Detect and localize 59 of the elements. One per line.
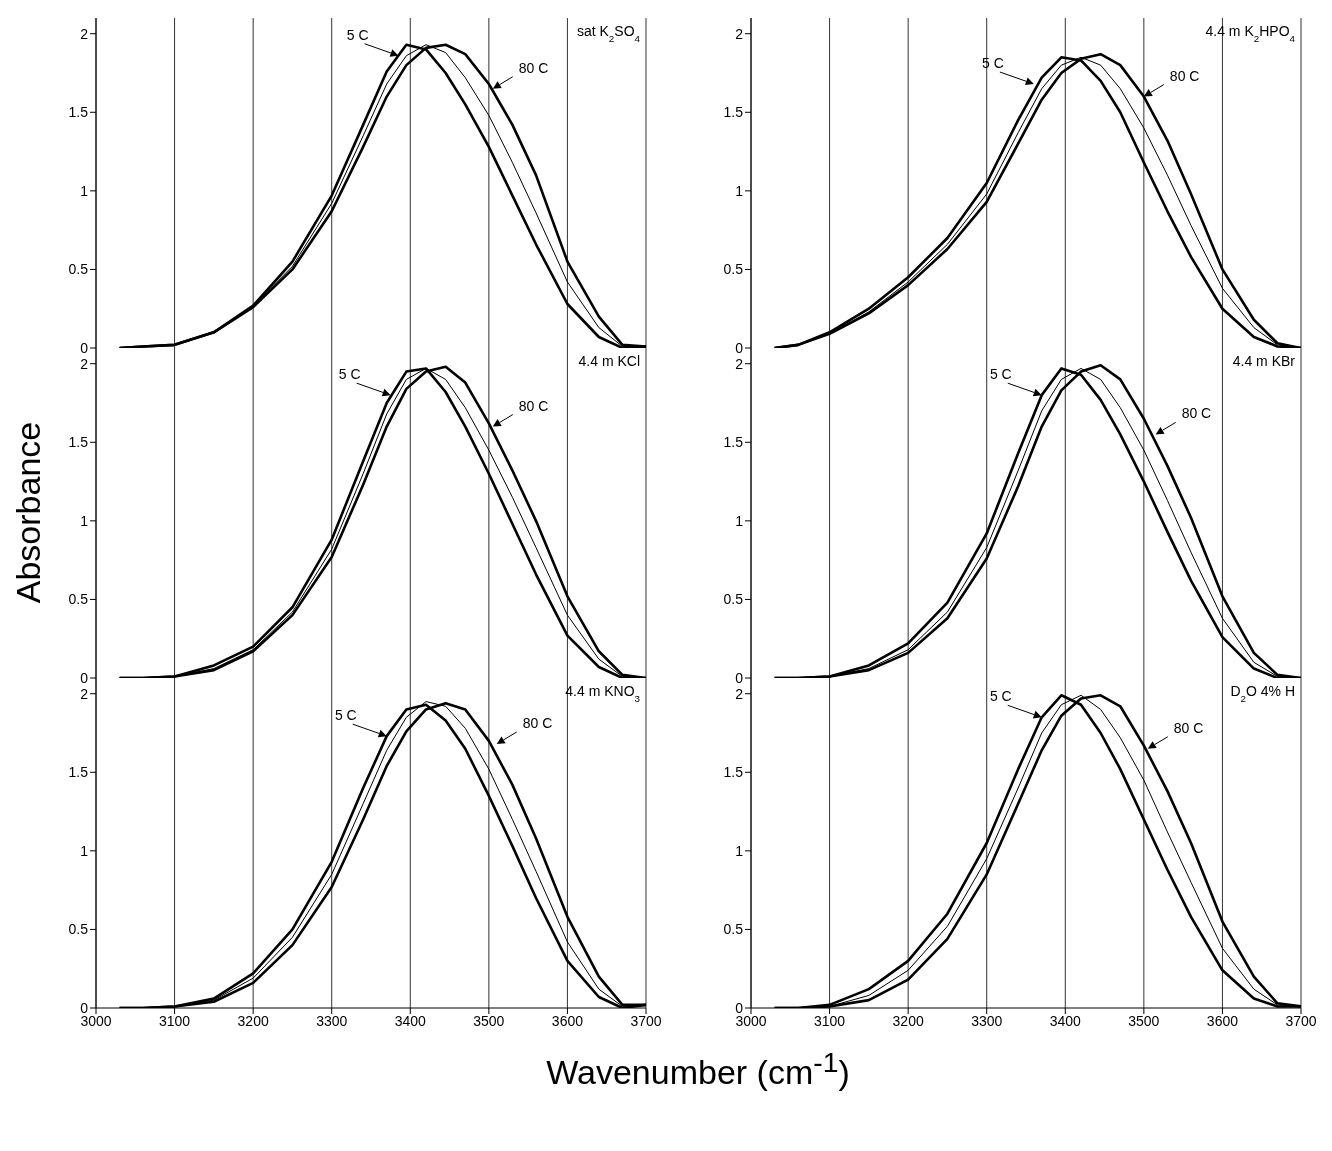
x-tick-label: 3400: [394, 1012, 427, 1029]
x-tick-label: 3500: [473, 1012, 505, 1029]
y-tick-label: 0.5: [723, 921, 744, 938]
annotation: 4.4 m KBr: [1232, 353, 1296, 369]
y-tick-label: 1: [80, 182, 89, 199]
y-tick-label: 2: [80, 355, 89, 372]
annotation: 5 C: [338, 366, 361, 383]
y-tick-label: 1.5: [68, 104, 89, 121]
y-tick-label: 0.5: [723, 261, 744, 278]
annotation: 80 C: [1173, 719, 1204, 736]
x-tick-label: 3600: [1206, 1012, 1239, 1029]
y-tick-label: 1: [735, 512, 744, 529]
y-tick-label: 1.5: [723, 434, 744, 451]
annotation: sat K$_{2}$SO$_{4}$: [576, 23, 641, 44]
annotation: 80 C: [518, 59, 549, 76]
y-axis-title: Absorbance: [8, 420, 48, 606]
y-tick-label: 2: [80, 685, 89, 702]
x-tick-label: 3200: [237, 1012, 269, 1029]
y-tick-label: 1.5: [723, 104, 744, 121]
x-tick-label: 3200: [892, 1012, 924, 1029]
y-tick-label: 0: [735, 669, 744, 686]
x-tick-label: 3700: [1285, 1012, 1317, 1029]
y-tick-label: 2: [735, 25, 744, 42]
annotation: 5 C: [334, 707, 357, 724]
x-tick-label: 3300: [316, 1012, 348, 1029]
annotation: 5 C: [989, 688, 1012, 705]
y-tick-label: 2: [80, 25, 89, 42]
x-tick-label: 3600: [551, 1012, 584, 1029]
x-tick-label: 3700: [630, 1012, 662, 1029]
y-tick-label: 1.5: [723, 764, 744, 781]
x-tick-label: 3400: [1049, 1012, 1082, 1029]
y-tick-label: 1: [80, 512, 89, 529]
annotation: 80 C: [518, 397, 549, 414]
annotation: 80 C: [522, 715, 553, 731]
y-tick-label: 1.5: [68, 434, 89, 451]
annotation: 5 C: [989, 366, 1012, 383]
x-tick-label: 3100: [158, 1012, 191, 1029]
y-tick-label: 2: [735, 685, 744, 702]
annotation: D$_{2}$O 4% H: [1230, 683, 1295, 704]
y-tick-label: 1: [80, 842, 89, 859]
y-tick-label: 0: [80, 669, 89, 686]
x-tick-label: 3300: [971, 1012, 1003, 1029]
y-tick-label: 0.5: [68, 261, 89, 278]
annotation: 80 C: [1169, 67, 1200, 84]
y-tick-label: 1: [735, 842, 744, 859]
annotation: 5 C: [346, 26, 369, 43]
x-tick-label: 3100: [813, 1012, 846, 1029]
y-tick-label: 1.5: [68, 764, 89, 781]
y-tick-label: 0.5: [68, 591, 89, 608]
y-tick-label: 0: [80, 339, 89, 356]
y-tick-label: 2: [735, 355, 744, 372]
annotation: 4.4 m KCl: [578, 353, 640, 369]
y-tick-label: 0.5: [723, 591, 744, 608]
x-axis-title: Wavenumber (cm$^{-1}$): [545, 1046, 851, 1093]
annotation: 80 C: [1181, 405, 1212, 422]
y-tick-label: 0: [735, 339, 744, 356]
y-tick-label: 1: [735, 182, 744, 199]
x-tick-label: 3500: [1128, 1012, 1160, 1029]
y-tick-label: 0.5: [68, 921, 89, 938]
